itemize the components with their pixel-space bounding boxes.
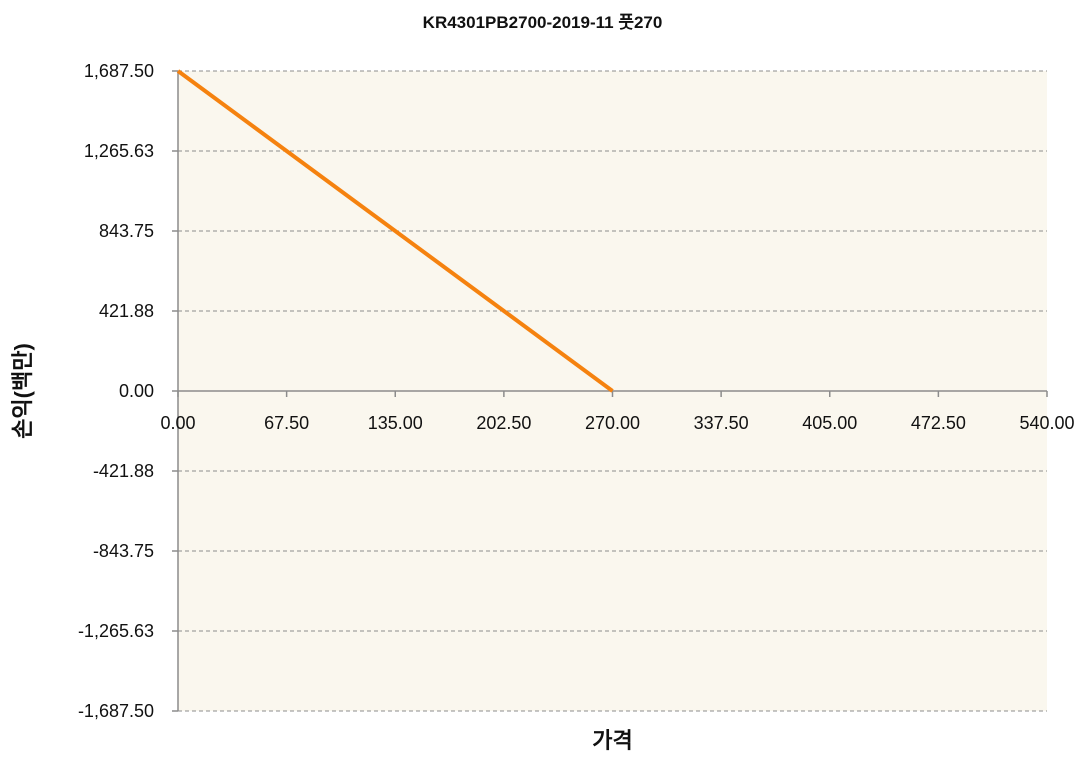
x-tick-label: 67.50 xyxy=(264,413,309,433)
chart-title: KR4301PB2700-2019-11 풋270 xyxy=(423,13,663,32)
y-tick-label: -1,265.63 xyxy=(78,621,154,641)
payoff-line xyxy=(176,69,614,393)
y-axis-label: 손익(백만) xyxy=(10,343,35,439)
x-tick-label: 472.50 xyxy=(911,413,966,433)
x-tick-label: 337.50 xyxy=(694,413,749,433)
grid-lines xyxy=(178,70,1047,712)
y-tick-label: -421.88 xyxy=(93,461,154,481)
y-tick-label: 843.75 xyxy=(99,221,154,241)
tick-labels: 1,687.50 1,265.63 843.75 421.88 0.00 -421.88 -… xyxy=(78,61,1075,721)
x-tick-label: 405.00 xyxy=(802,413,857,433)
y-tick-label: 1,687.50 xyxy=(84,61,154,81)
y-tick-label: 421.88 xyxy=(99,301,154,321)
x-tick-label: 202.50 xyxy=(476,413,531,433)
x-tick-label: 135.00 xyxy=(368,413,423,433)
x-tick-label: 540.00 xyxy=(1019,413,1074,433)
x-axis-label: 가격 xyxy=(592,728,632,753)
x-tick-label: 0.00 xyxy=(160,413,195,433)
series-layer xyxy=(176,69,614,393)
y-tick-label: 0.00 xyxy=(119,381,154,401)
x-tick-label: 270.00 xyxy=(585,413,640,433)
y-tick-label: -1,687.50 xyxy=(78,701,154,721)
y-tick-label: -843.75 xyxy=(93,541,154,561)
y-tick-label: 1,265.63 xyxy=(84,141,154,161)
